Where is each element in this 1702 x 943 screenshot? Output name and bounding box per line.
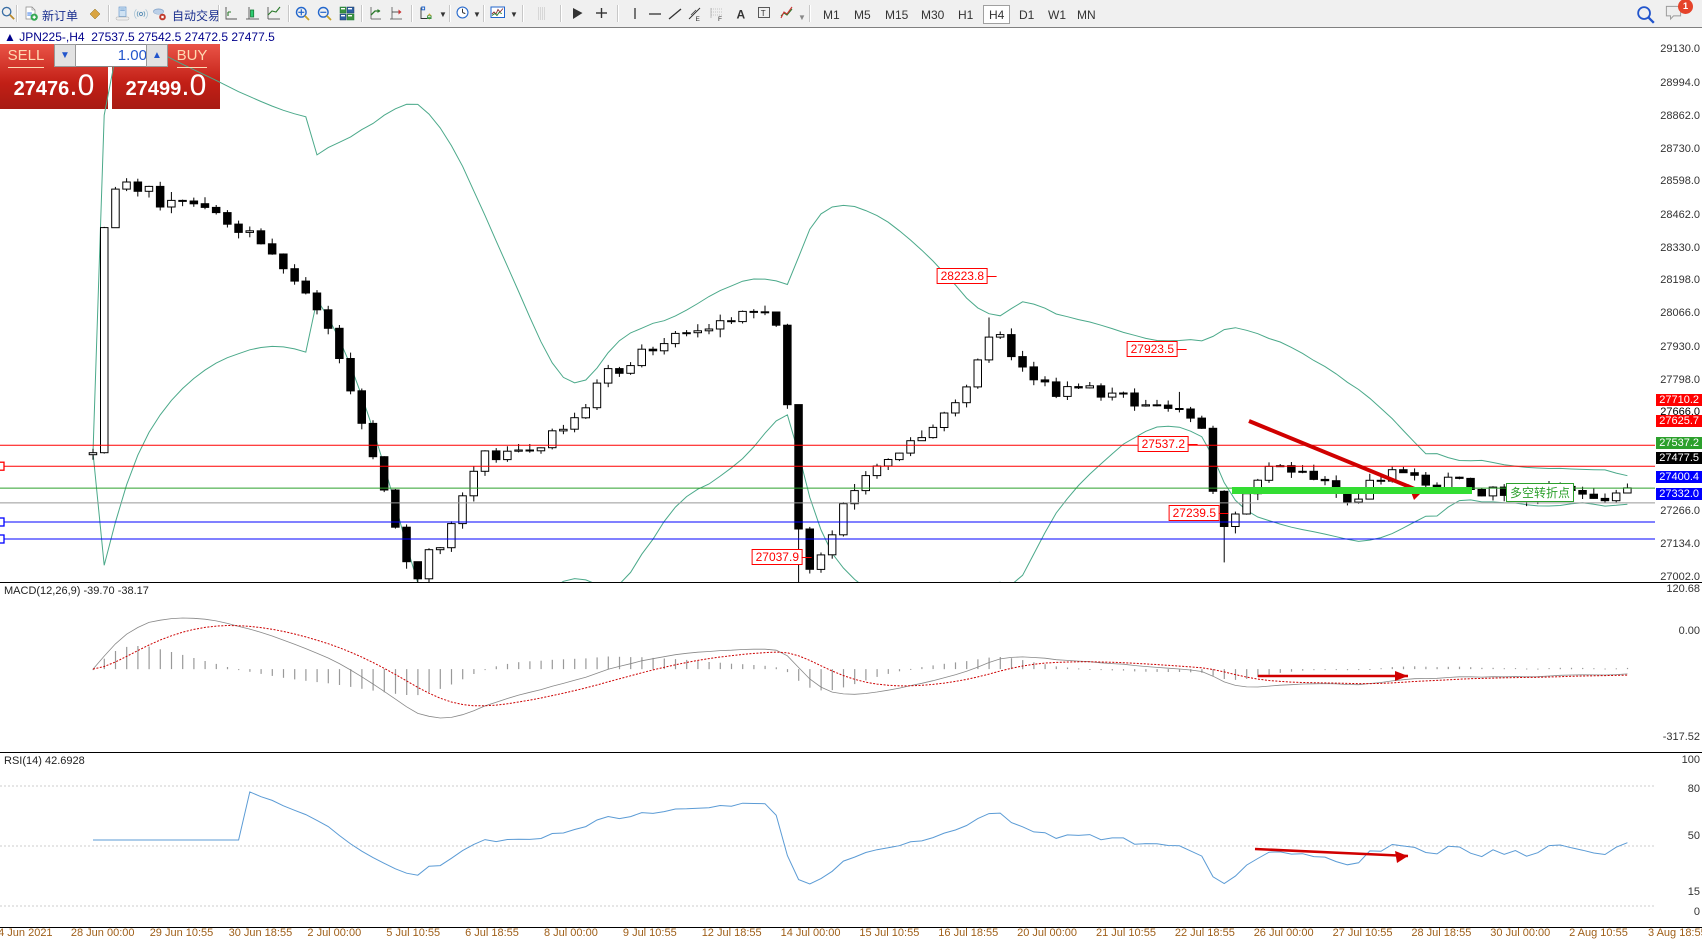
svg-text:F: F	[718, 16, 722, 22]
svg-text:T: T	[761, 9, 766, 18]
svg-text:E: E	[696, 16, 701, 22]
svg-text:A: A	[737, 8, 746, 22]
